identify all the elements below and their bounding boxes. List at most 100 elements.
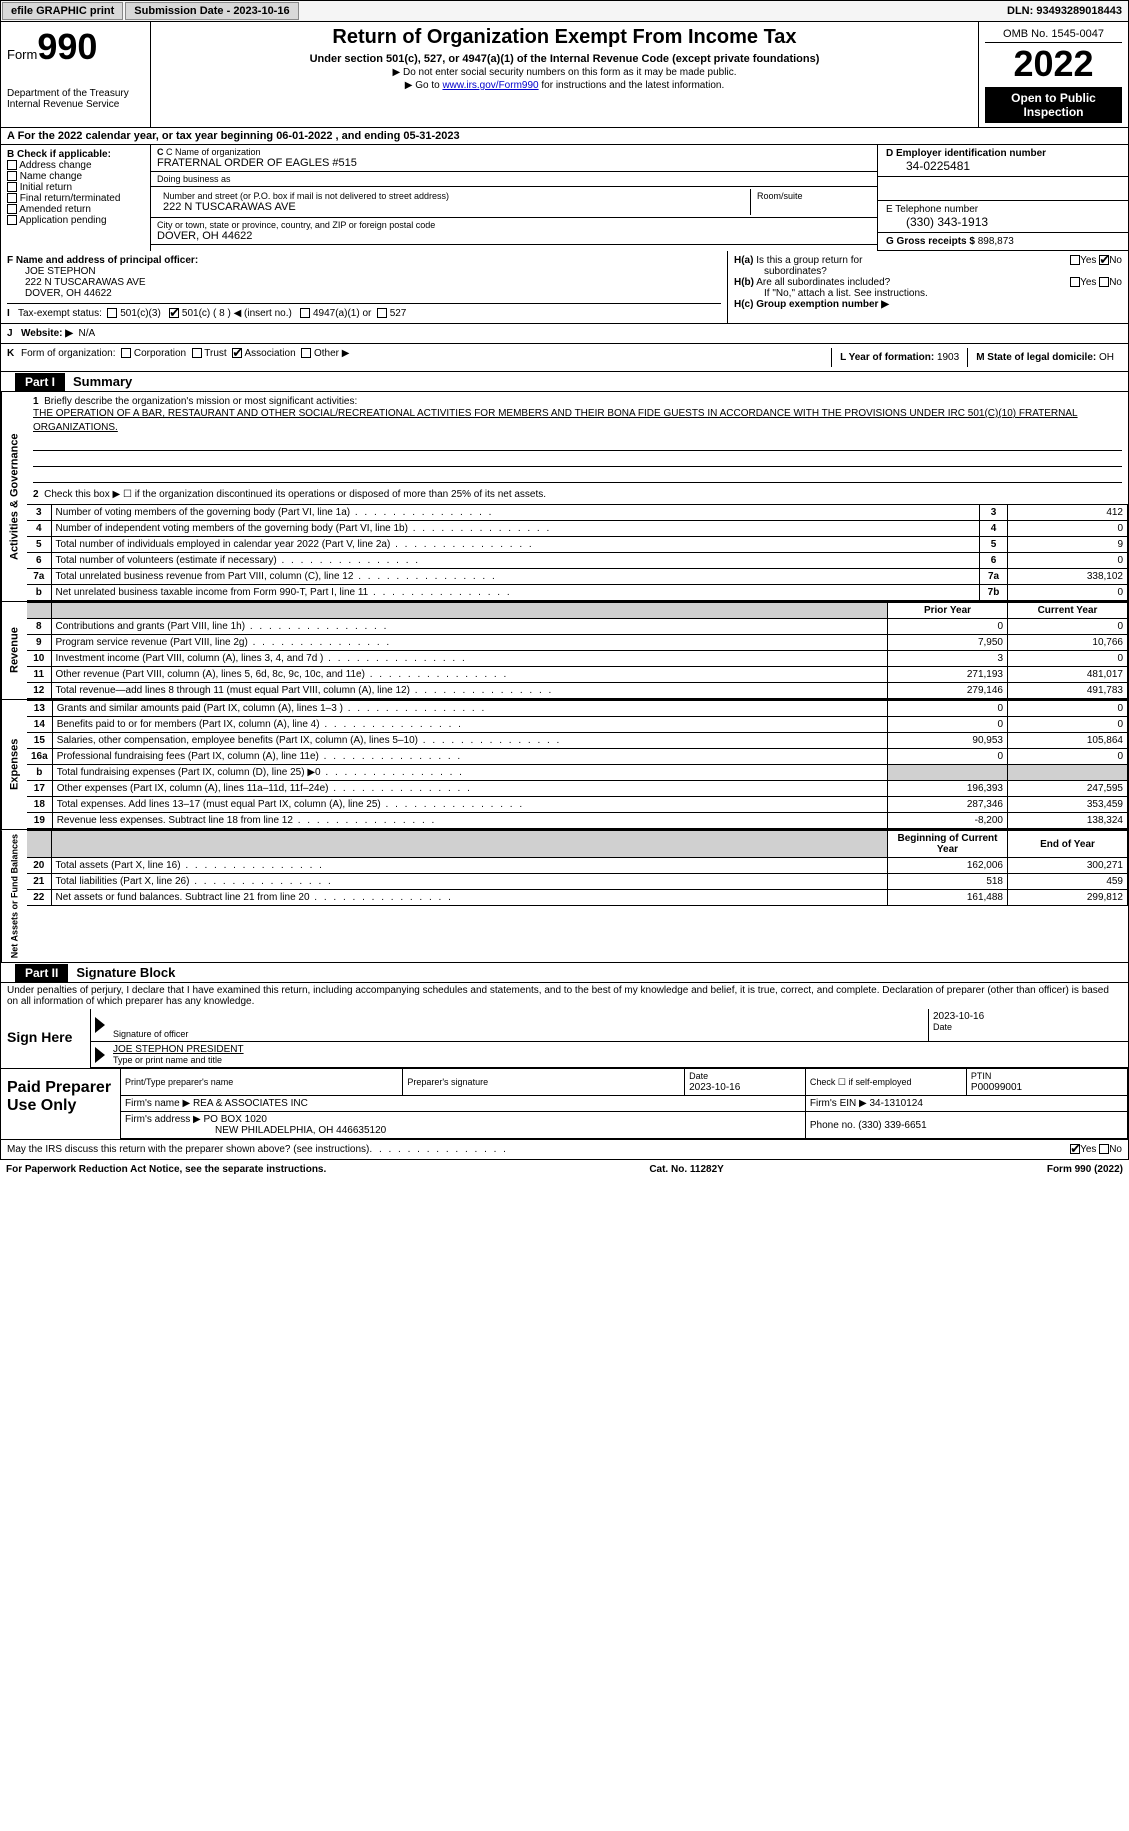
col-c-org-info: C C Name of organization FRATERNAL ORDER…	[151, 145, 878, 251]
label-final-return: Final return/terminated	[20, 193, 121, 204]
form-org-label: Form of organization:	[21, 348, 116, 359]
hb-no-checkbox[interactable]	[1099, 277, 1109, 287]
hb-yes: Yes	[1080, 277, 1096, 288]
checkbox-corp[interactable]	[121, 348, 131, 358]
hb-no: No	[1109, 277, 1122, 288]
part1-title: Summary	[65, 372, 140, 391]
discuss-yes: Yes	[1080, 1144, 1096, 1155]
table-row: 13Grants and similar amounts paid (Part …	[27, 701, 1128, 717]
label-initial-return: Initial return	[20, 182, 72, 193]
irs-link[interactable]: www.irs.gov/Form990	[442, 80, 538, 91]
row-j: J Website: ▶ N/A	[0, 324, 1129, 344]
table-row: 3Number of voting members of the governi…	[27, 505, 1128, 521]
table-activities: 3Number of voting members of the governi…	[27, 504, 1128, 601]
table-row: 12Total revenue—add lines 8 through 11 (…	[27, 683, 1128, 699]
hb-yes-checkbox[interactable]	[1070, 277, 1080, 287]
tax-year: 2022	[985, 43, 1122, 85]
checkbox-amended[interactable]	[7, 204, 17, 214]
opt-assoc: Association	[245, 348, 296, 359]
checkbox-527[interactable]	[377, 308, 387, 318]
checkbox-other[interactable]	[301, 348, 311, 358]
table-row: 4Number of independent voting members of…	[27, 521, 1128, 537]
label-name-change: Name change	[20, 171, 82, 182]
irs-text: Internal Revenue Service	[7, 99, 119, 110]
table-row: 18Total expenses. Add lines 13–17 (must …	[27, 797, 1128, 813]
checkbox-final-return[interactable]	[7, 193, 17, 203]
blank-line	[33, 467, 1122, 483]
checkbox-initial-return[interactable]	[7, 182, 17, 192]
table-header-row: Prior YearCurrent Year	[27, 603, 1128, 619]
discuss-no-checkbox[interactable]	[1099, 1144, 1109, 1154]
label-address-change: Address change	[19, 160, 91, 171]
row-k: K Form of organization: Corporation Trus…	[0, 344, 1129, 372]
officer-name: JOE STEPHON	[7, 266, 96, 277]
dba-label: Doing business as	[157, 174, 871, 184]
section-fh: F Name and address of principal officer:…	[0, 251, 1129, 324]
part2-title: Signature Block	[68, 963, 183, 982]
part1-header-row: Part I Summary	[0, 372, 1129, 392]
table-expenses: 13Grants and similar amounts paid (Part …	[27, 700, 1128, 829]
revenue-section: Revenue Prior YearCurrent Year8Contribut…	[0, 601, 1129, 699]
table-row: bNet unrelated business taxable income f…	[27, 585, 1128, 601]
section-bcd: B Check if applicable: Address change Na…	[0, 145, 1129, 251]
arrow-icon	[95, 1047, 105, 1063]
form-label: Form	[7, 47, 37, 62]
table-row: 15Salaries, other compensation, employee…	[27, 733, 1128, 749]
mission-text: THE OPERATION OF A BAR, RESTAURANT AND O…	[33, 408, 1078, 433]
ha-yes-checkbox[interactable]	[1070, 255, 1080, 265]
check-self-employed: Check ☐ if self-employed	[810, 1077, 912, 1087]
line2-text: Check this box ▶ ☐ if the organization d…	[44, 489, 546, 500]
hb-text: Are all subordinates included?	[756, 277, 890, 288]
arrow-icon	[95, 1017, 105, 1033]
box-f: F Name and address of principal officer:…	[1, 251, 728, 323]
table-row: 7aTotal unrelated business revenue from …	[27, 569, 1128, 585]
ptin-label: PTIN	[971, 1071, 992, 1081]
checkbox-name-change[interactable]	[7, 171, 17, 181]
note-2: ▶ Go to www.irs.gov/Form990 for instruct…	[157, 80, 972, 91]
checkbox-4947[interactable]	[300, 308, 310, 318]
checkbox-address-change[interactable]	[7, 160, 17, 170]
ptin-value: P00099001	[971, 1082, 1022, 1093]
row-a-tax-year: A For the 2022 calendar year, or tax yea…	[0, 128, 1129, 145]
table-row: 16aProfessional fundraising fees (Part I…	[27, 749, 1128, 765]
form-header: Form990 Department of the Treasury Inter…	[0, 22, 1129, 128]
discuss-yes-checkbox[interactable]	[1070, 1144, 1080, 1154]
firm-phone-label: Phone no.	[810, 1120, 856, 1131]
gross-value: 898,873	[978, 236, 1014, 247]
org-name-label: C Name of organization	[166, 147, 261, 157]
checkbox-trust[interactable]	[192, 348, 202, 358]
table-header-row: Beginning of Current YearEnd of Year	[27, 831, 1128, 858]
opt-4947: 4947(a)(1) or	[313, 308, 371, 319]
gross-label: G Gross receipts $	[886, 236, 975, 247]
city-label: City or town, state or province, country…	[157, 220, 871, 230]
header-right: OMB No. 1545-0047 2022 Open to Public In…	[978, 22, 1128, 128]
dln-text: DLN: 93493289018443	[1007, 5, 1128, 17]
hc-label: H(c) Group exemption number ▶	[734, 299, 889, 310]
prep-date-label: Date	[689, 1071, 708, 1081]
blank-line	[33, 451, 1122, 467]
box-b-title: B Check if applicable:	[7, 149, 111, 160]
officer-city: DOVER, OH 44622	[7, 288, 112, 299]
part1-body: Activities & Governance 1 Briefly descri…	[0, 392, 1129, 601]
ha-no-checkbox[interactable]	[1099, 255, 1109, 265]
table-row: 19Revenue less expenses. Subtract line 1…	[27, 813, 1128, 829]
sig-date: 2023-10-16	[933, 1011, 1124, 1022]
prep-date: 2023-10-16	[689, 1082, 740, 1093]
table-row: 9Program service revenue (Part VIII, lin…	[27, 635, 1128, 651]
footer-mid: Cat. No. 11282Y	[649, 1164, 723, 1175]
efile-button[interactable]: efile GRAPHIC print	[2, 2, 123, 20]
label-amended: Amended return	[19, 204, 91, 215]
opt-trust: Trust	[204, 348, 226, 359]
line1-num: 1	[33, 396, 39, 407]
submission-date-button[interactable]: Submission Date - 2023-10-16	[125, 2, 298, 20]
opt-501c: 501(c) ( 8 ) ◀ (insert no.)	[182, 308, 292, 319]
vlabel-netassets: Net Assets or Fund Balances	[1, 830, 27, 962]
checkbox-application-pending[interactable]	[7, 215, 17, 225]
ein-value: 34-0225481	[886, 159, 1120, 173]
checkbox-501c3[interactable]	[107, 308, 117, 318]
declaration-text: Under penalties of perjury, I declare th…	[0, 983, 1129, 1009]
checkbox-501c[interactable]	[169, 308, 179, 318]
checkbox-assoc[interactable]	[232, 348, 242, 358]
note2-post: for instructions and the latest informat…	[539, 80, 725, 91]
firm-ein-label: Firm's EIN ▶	[810, 1098, 867, 1109]
